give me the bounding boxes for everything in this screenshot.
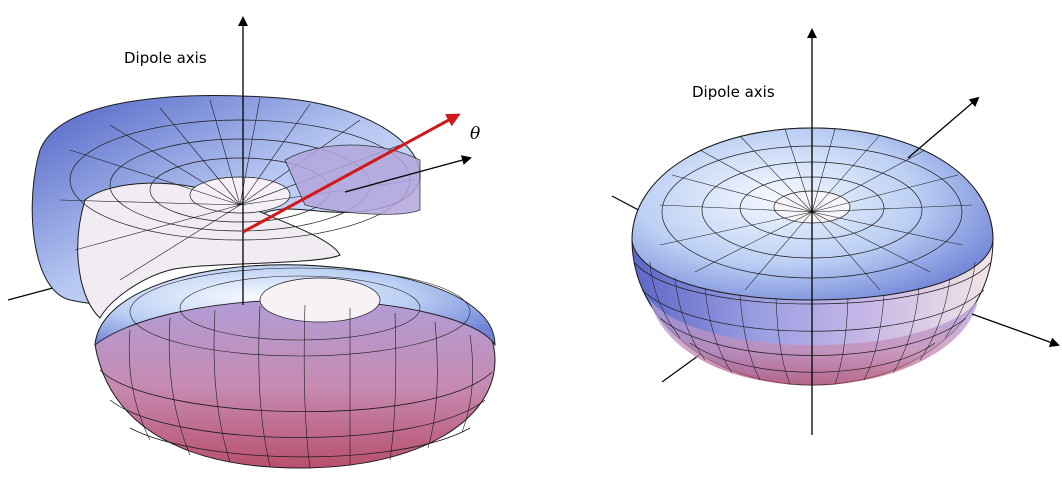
dipole-axis-label-left: Dipole axis <box>124 49 207 67</box>
cutaway-pattern-figure: Dipole axis θ <box>7 16 496 469</box>
lower-lobe-torus <box>94 264 496 469</box>
full-pattern-figure: Dipole axis <box>611 28 1060 435</box>
upper-lobe-shell <box>31 95 421 319</box>
horizontal-axis-lower-right <box>971 313 1060 347</box>
theta-direction-arrow <box>242 113 461 234</box>
horizontal-axis-upper-right <box>907 96 980 159</box>
horizontal-axis-right-left <box>344 155 472 193</box>
dipole-axis-label-right: Dipole axis <box>692 83 775 101</box>
theta-label: θ <box>470 124 480 144</box>
